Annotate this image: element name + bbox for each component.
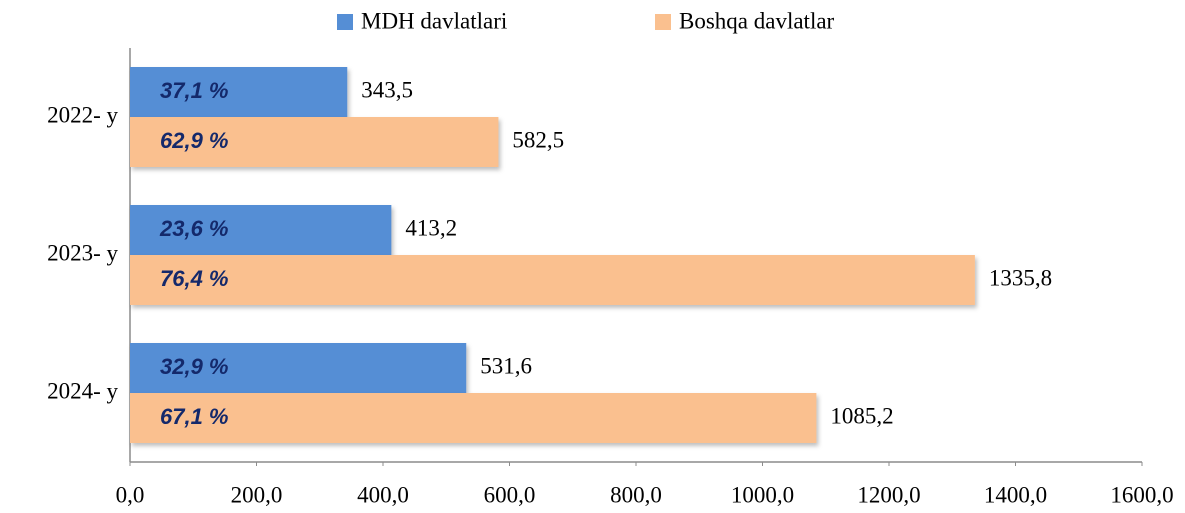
bar (130, 255, 975, 305)
share-label: 76,4 % (160, 266, 229, 291)
legend-swatch (337, 14, 353, 30)
value-label: 343,5 (361, 77, 413, 102)
y-tick-label: 2023- y (47, 240, 118, 265)
legend-label: Boshqa davlatlar (679, 8, 835, 33)
share-label: 37,1 % (160, 78, 229, 103)
share-label: 23,6 % (159, 216, 229, 241)
x-tick-label: 200,0 (231, 482, 283, 507)
x-tick-label: 1400,0 (984, 482, 1047, 507)
y-tick-label: 2022- y (47, 102, 118, 127)
value-label: 582,5 (512, 127, 564, 152)
value-label: 413,2 (405, 215, 457, 240)
bar (130, 343, 467, 393)
value-label: 1335,8 (989, 265, 1052, 290)
bar (130, 67, 348, 117)
share-label: 67,1 % (160, 404, 229, 429)
value-label: 1085,2 (830, 403, 893, 428)
x-tick-label: 600,0 (484, 482, 536, 507)
legend-label: MDH davlatlari (361, 8, 507, 33)
value-label: 531,6 (480, 353, 532, 378)
bar (130, 117, 499, 167)
share-label: 32,9 % (160, 354, 229, 379)
x-tick-label: 1600,0 (1110, 482, 1173, 507)
y-tick-label: 2024- y (47, 378, 118, 403)
x-tick-label: 1000,0 (731, 482, 794, 507)
bar (130, 393, 817, 443)
x-tick-label: 0,0 (116, 482, 145, 507)
x-tick-label: 400,0 (357, 482, 409, 507)
legend-swatch (655, 14, 671, 30)
x-tick-label: 1200,0 (857, 482, 920, 507)
x-tick-label: 800,0 (610, 482, 662, 507)
share-label: 62,9 % (160, 128, 229, 153)
bar (130, 205, 392, 255)
